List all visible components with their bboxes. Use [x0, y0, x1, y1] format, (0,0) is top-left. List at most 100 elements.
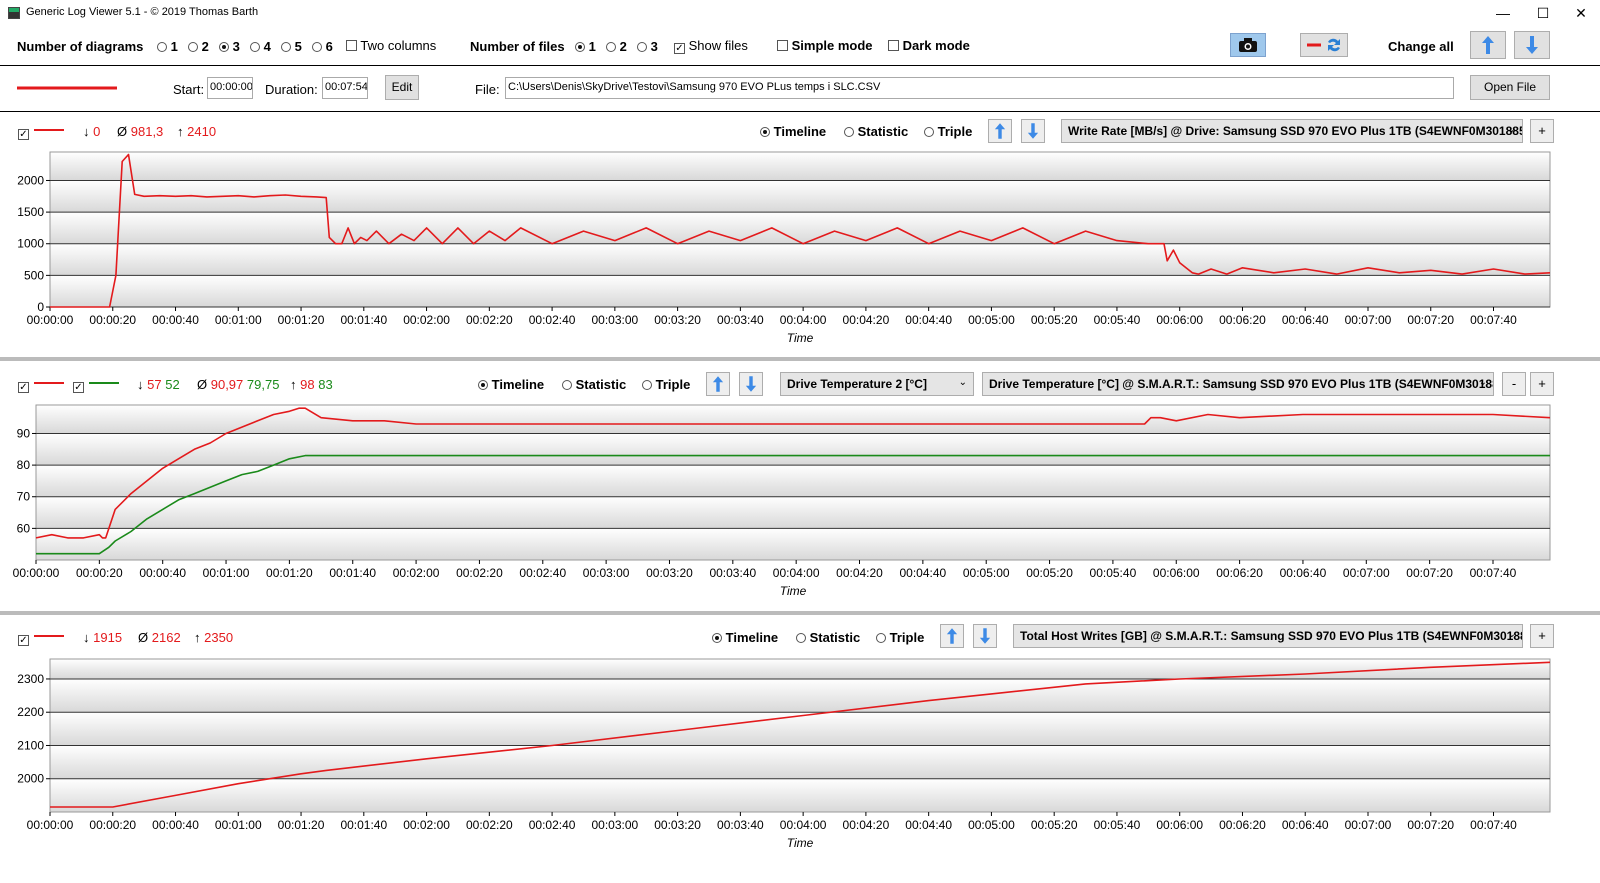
- x-tick-label: 00:03:20: [654, 313, 701, 327]
- remove-channel-button[interactable]: -: [1502, 372, 1526, 396]
- plot-band: [50, 180, 1550, 213]
- x-tick-label: 00:06:40: [1282, 313, 1329, 327]
- panel-separator[interactable]: [0, 357, 1600, 361]
- diagram-radio-5[interactable]: 5: [281, 39, 302, 54]
- diagram-radio-3[interactable]: 3: [219, 39, 240, 54]
- x-tick-label: 00:01:00: [203, 566, 250, 580]
- move-down-button[interactable]: [1021, 119, 1045, 143]
- series-visible-checkbox[interactable]: ✓: [18, 124, 29, 140]
- two-columns-checkbox[interactable]: Two columns: [346, 38, 436, 53]
- x-tick-label: 00:07:40: [1470, 566, 1517, 580]
- file-radio-1[interactable]: 1: [575, 39, 596, 54]
- change-color-button[interactable]: [1300, 33, 1348, 57]
- triple-radio[interactable]: Triple: [642, 377, 690, 392]
- statistic-radio[interactable]: Statistic: [562, 377, 626, 392]
- main-toolbar: Number of diagrams 1 2 3 4 5 6 Two colum…: [0, 26, 1600, 66]
- start-input[interactable]: 00:00:00: [207, 77, 253, 99]
- radio-icon: [642, 380, 652, 390]
- x-tick-label: 00:03:00: [591, 818, 638, 832]
- max-stat: ↑ 2350: [194, 630, 234, 645]
- x-tick-label: 00:01:20: [278, 313, 325, 327]
- simple-mode-checkbox[interactable]: Simple mode: [777, 38, 873, 53]
- x-tick-label: 00:03:00: [583, 566, 630, 580]
- x-tick-label: 00:05:00: [968, 313, 1015, 327]
- file-radio-2[interactable]: 2: [606, 39, 627, 54]
- file-radio-3[interactable]: 3: [637, 39, 658, 54]
- move-up-button[interactable]: [706, 372, 730, 396]
- diagram-radio-1[interactable]: 1: [157, 39, 178, 54]
- arrow-down-icon: [979, 628, 991, 644]
- series-2-visible-checkbox[interactable]: ✓: [73, 377, 84, 393]
- file-path-input[interactable]: C:\Users\Denis\SkyDrive\Testovi\Samsung …: [505, 77, 1454, 99]
- checkbox-icon: [888, 40, 899, 51]
- diagram-radio-4[interactable]: 4: [250, 39, 271, 54]
- timeline-radio[interactable]: Timeline: [712, 630, 778, 645]
- move-down-all-button[interactable]: [1514, 31, 1550, 59]
- x-tick-label: 00:00:00: [27, 313, 74, 327]
- move-up-button[interactable]: [940, 624, 964, 648]
- triple-radio[interactable]: Triple: [876, 630, 924, 645]
- radio-selected-icon: [712, 633, 722, 643]
- x-tick-label: 00:03:20: [646, 566, 693, 580]
- timeline-radio[interactable]: Timeline: [760, 124, 826, 139]
- timeline-radio[interactable]: Timeline: [478, 377, 544, 392]
- move-down-button[interactable]: [739, 372, 763, 396]
- move-up-all-button[interactable]: [1470, 31, 1506, 59]
- duration-input[interactable]: 00:07:54: [322, 77, 368, 99]
- plot-frame: [49, 658, 1551, 813]
- y-tick-label: 80: [17, 458, 31, 472]
- x-tick-label: 00:02:40: [529, 313, 576, 327]
- x-tick-label: 00:03:20: [654, 818, 701, 832]
- x-tick-label: 00:07:00: [1345, 818, 1392, 832]
- x-tick-label: 00:07:20: [1407, 313, 1454, 327]
- series-color-swatch: [34, 635, 64, 637]
- diagram-panel-2: ✓ ✓ ↓ 57 52 Ø 90,97 79,75 ↑ 98 83 Timeli…: [0, 361, 1600, 611]
- statistic-radio[interactable]: Statistic: [796, 630, 860, 645]
- x-tick-label: 00:04:20: [836, 566, 883, 580]
- add-channel-button[interactable]: +: [1530, 372, 1554, 396]
- radio-selected-icon: [575, 42, 585, 52]
- radio-selected-icon: [219, 42, 229, 52]
- x-tick-label: 00:07:20: [1407, 818, 1454, 832]
- checkbox-icon: [346, 40, 357, 51]
- chevron-down-icon: ⌄: [1507, 629, 1516, 640]
- plot-band: [36, 496, 1550, 529]
- maximize-button[interactable]: ☐: [1536, 5, 1550, 21]
- plot-band: [36, 465, 1550, 497]
- screenshot-button[interactable]: [1230, 33, 1266, 57]
- channel-select[interactable]: Write Rate [MB/s] @ Drive: Samsung SSD 9…: [1061, 119, 1523, 143]
- x-tick-label: 00:05:20: [1026, 566, 1073, 580]
- y-tick-label: 500: [24, 268, 44, 282]
- y-tick-label: 2300: [17, 672, 44, 686]
- series-visible-checkbox[interactable]: ✓: [18, 630, 29, 646]
- change-all-label: Change all: [1388, 39, 1454, 54]
- channel-select[interactable]: Total Host Writes [GB] @ S.M.A.R.T.: Sam…: [1013, 624, 1523, 648]
- x-tick-label: 00:01:20: [266, 566, 313, 580]
- move-up-button[interactable]: [988, 119, 1012, 143]
- series-1-visible-checkbox[interactable]: ✓: [18, 377, 29, 393]
- dark-mode-checkbox[interactable]: Dark mode: [888, 38, 970, 53]
- x-tick-label: 00:03:40: [717, 313, 764, 327]
- move-down-button[interactable]: [973, 624, 997, 648]
- panel-separator[interactable]: [0, 611, 1600, 615]
- x-tick-label: 00:02:00: [403, 313, 450, 327]
- arrow-up-icon: [994, 123, 1006, 139]
- minimize-button[interactable]: —: [1496, 5, 1510, 21]
- show-files-checkbox[interactable]: ✓ Show files: [674, 38, 748, 54]
- x-tick-label: 00:05:40: [1094, 818, 1141, 832]
- statistic-radio[interactable]: Statistic: [844, 124, 908, 139]
- channel-2-select[interactable]: Drive Temperature 2 [°C] ⌄: [780, 372, 974, 396]
- channel-select[interactable]: Drive Temperature [°C] @ S.M.A.R.T.: Sam…: [982, 372, 1494, 396]
- x-tick-label: 00:04:20: [843, 818, 890, 832]
- close-button[interactable]: ✕: [1575, 5, 1587, 21]
- triple-radio[interactable]: Triple: [924, 124, 972, 139]
- add-channel-button[interactable]: +: [1530, 119, 1554, 143]
- diagram-radio-6[interactable]: 6: [312, 39, 333, 54]
- chevron-down-icon: ⌄: [1507, 124, 1516, 135]
- edit-button[interactable]: Edit: [385, 75, 419, 100]
- x-tick-label: 00:00:00: [27, 818, 74, 832]
- x-axis-title: Time: [787, 331, 814, 345]
- add-channel-button[interactable]: +: [1530, 624, 1554, 648]
- diagram-radio-2[interactable]: 2: [188, 39, 209, 54]
- open-file-button[interactable]: Open File: [1470, 75, 1550, 100]
